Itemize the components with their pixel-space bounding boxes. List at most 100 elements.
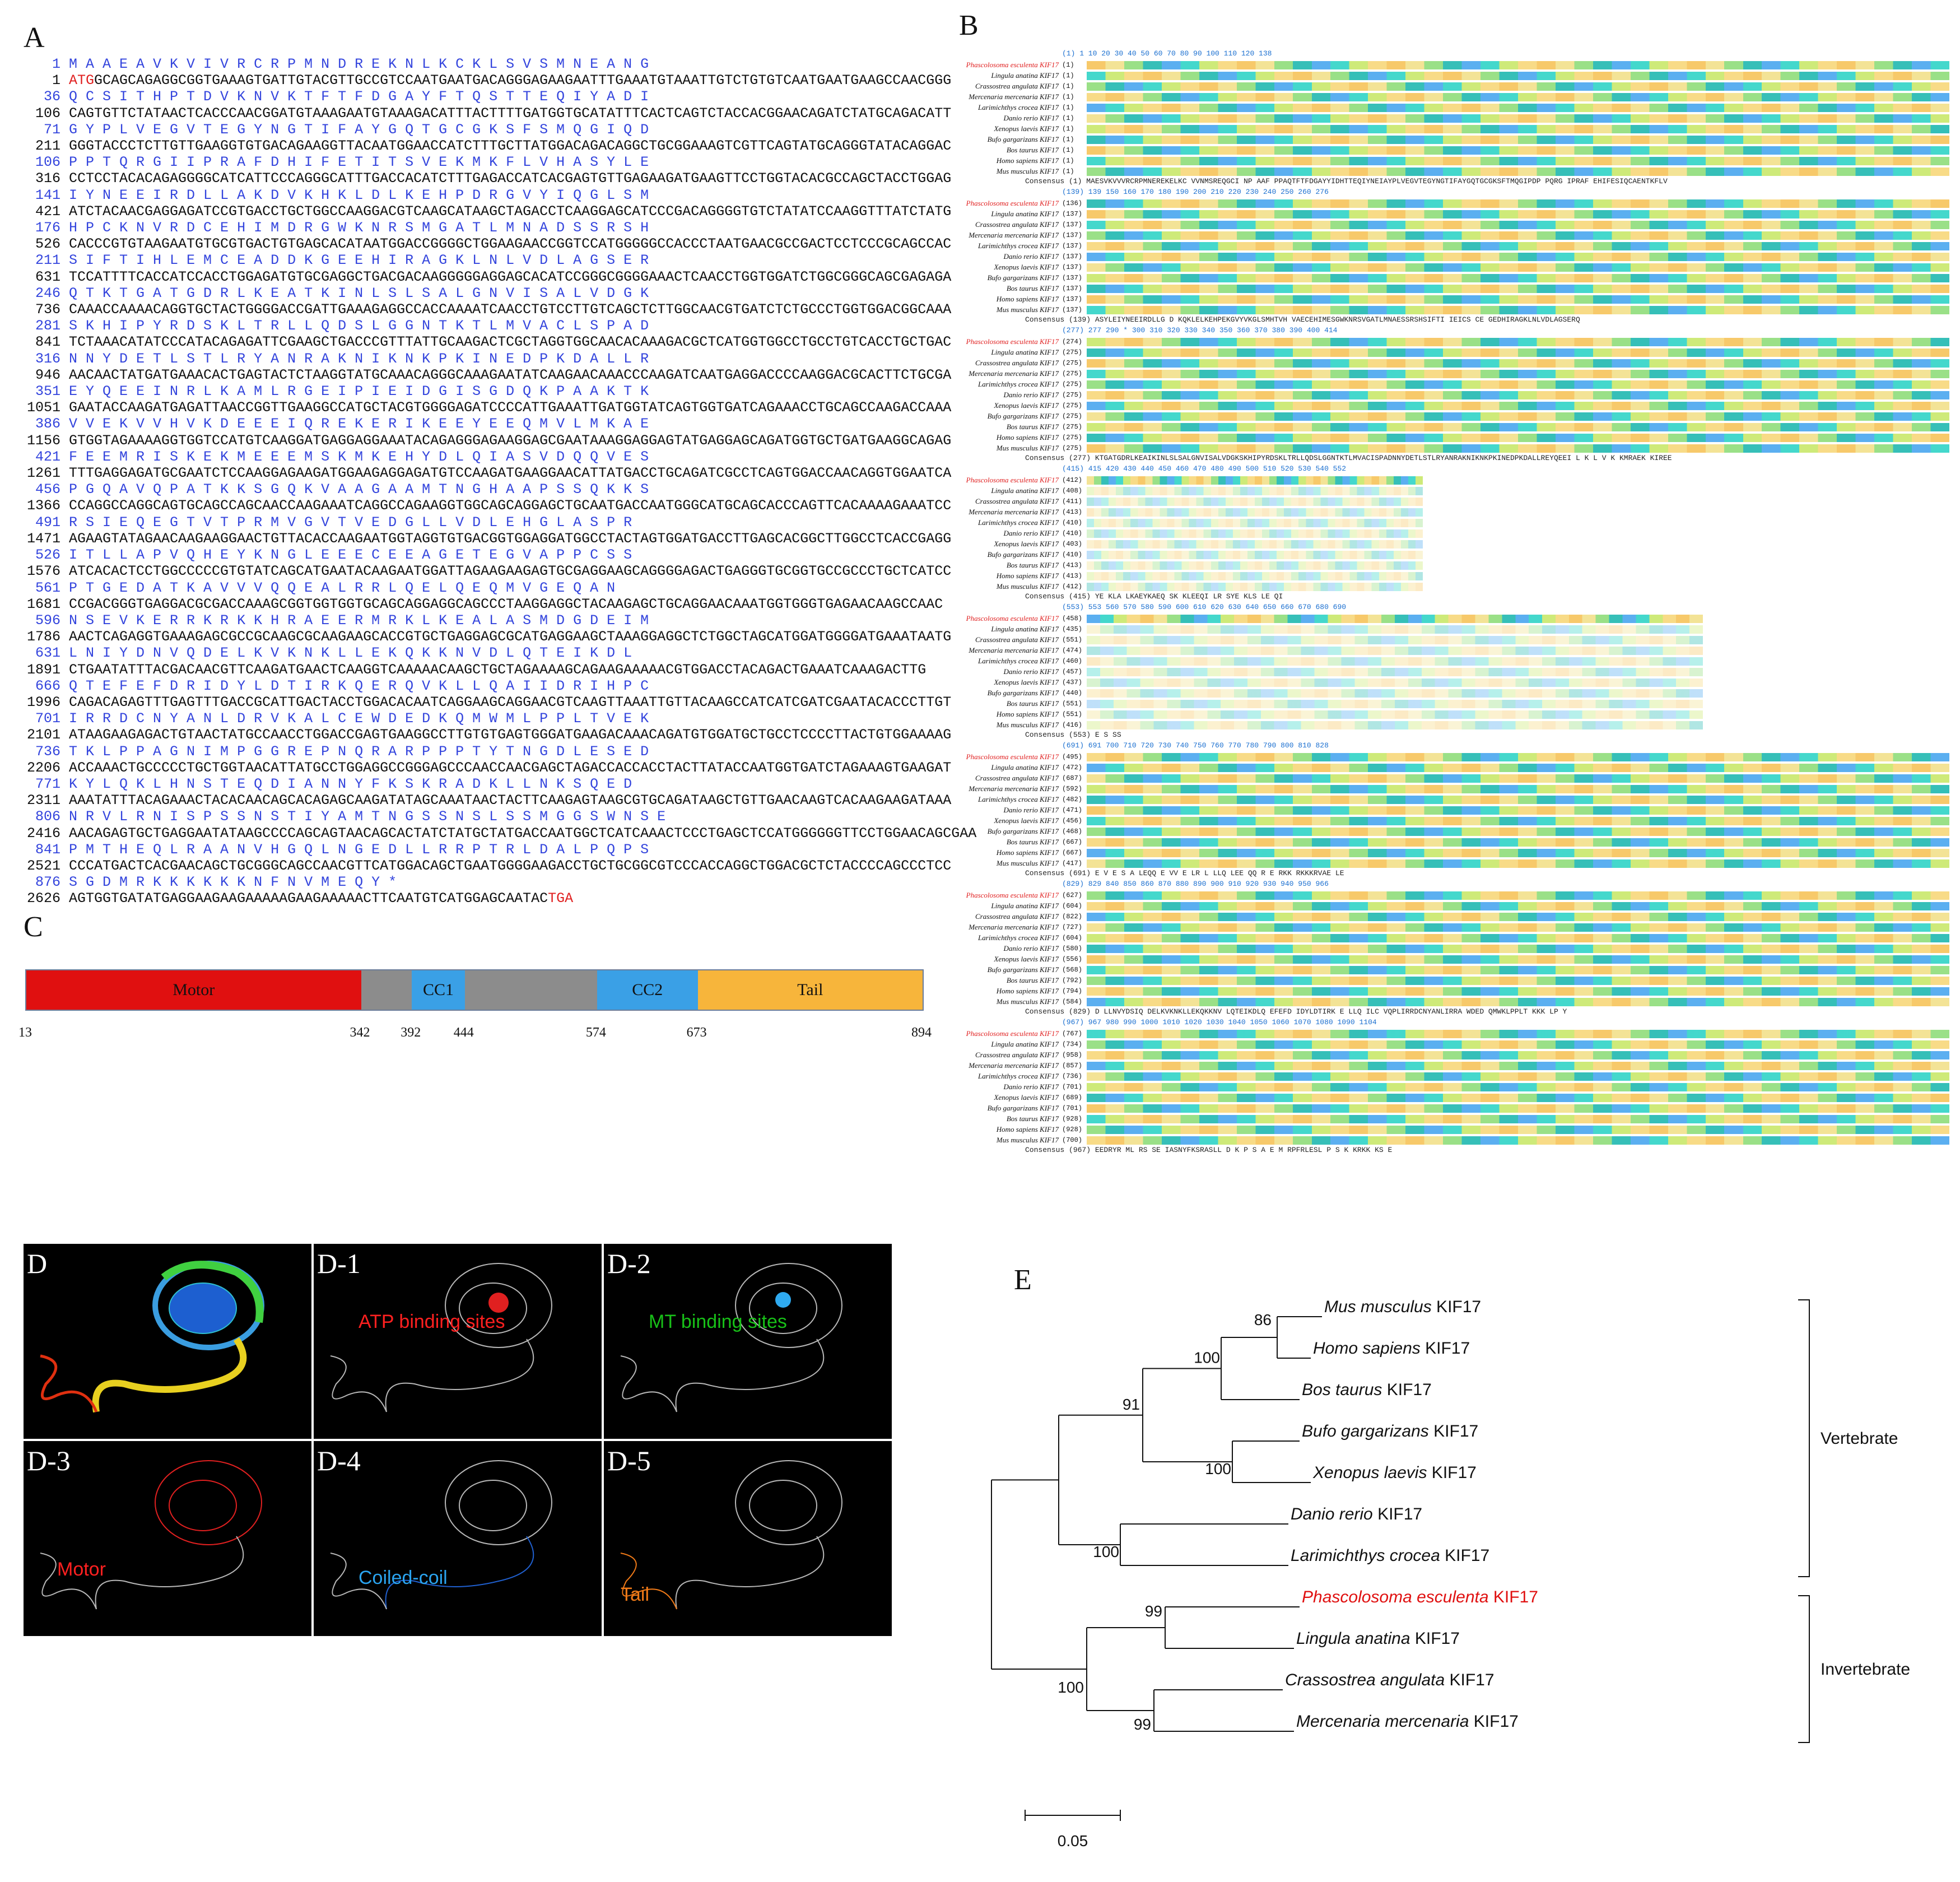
seq-index: 631 bbox=[27, 645, 69, 662]
species-name: Phascolosoma esculenta KIF17 bbox=[966, 891, 1059, 899]
species-name: Xenopus laevis KIF17 bbox=[994, 540, 1059, 548]
consensus-row: Consensus (415) YE KLA LKAEYKAEQ SK KLEE… bbox=[1025, 592, 1283, 601]
sequence-strip bbox=[1087, 721, 1703, 729]
position-ruler: (691) 691 700 710 720 730 740 750 760 77… bbox=[1062, 741, 1329, 750]
coiled-coil-stalk bbox=[675, 1536, 825, 1610]
nucleotide-sequence: CACCCGTGTAAGAATGTGCGTGACTGTGAGCACATAATGG… bbox=[69, 236, 952, 253]
alignment-row: Bos taurus KIF17 (275) bbox=[952, 421, 1955, 433]
nt-row: 946 AACAACTATGATGAAACACTGAGTACTCTAAGGTAT… bbox=[27, 367, 957, 383]
row-start-index: (411) bbox=[1062, 498, 1083, 505]
alignment-row: Bufo gargarizans KIF17 (701) bbox=[952, 1103, 1955, 1114]
coiled-coil-stalk bbox=[385, 1536, 534, 1610]
sequence-strip bbox=[1087, 434, 1949, 442]
seq-index: 666 bbox=[27, 677, 69, 694]
alignment-row: Phascolosoma esculenta KIF17 (1) bbox=[952, 59, 1955, 71]
species-name: Bos taurus KIF17 bbox=[1006, 976, 1059, 984]
species-name: Mercenaria mercenaria KIF17 bbox=[969, 646, 1059, 654]
domain-position-label: 574 bbox=[585, 1025, 606, 1040]
seq-index: 2626 bbox=[27, 890, 69, 907]
alignment-row: Mercenaria mercenaria KIF17 (413) bbox=[952, 506, 1955, 518]
row-start-index: (1) bbox=[1062, 168, 1074, 175]
taxon-genus: Mus musculus bbox=[1324, 1298, 1432, 1316]
taxon-label: Phascolosoma esculenta KIF17 bbox=[1302, 1588, 1538, 1606]
alignment-row: Lingula anatina KIF17 (137) bbox=[952, 208, 1955, 220]
sequence-strip bbox=[1087, 540, 1423, 549]
amino-acid-sequence: N N Y D E T L S T L R Y A N R A K N I K … bbox=[69, 350, 649, 367]
row-start-index: (137) bbox=[1062, 253, 1083, 261]
taxon-genus: Phascolosoma esculenta bbox=[1302, 1588, 1489, 1606]
amino-acid-sequence: Q T E F E F D R I D Y L D T I R K Q E R … bbox=[69, 677, 649, 694]
row-start-index: (1) bbox=[1062, 72, 1074, 80]
taxon-genus: Bos taurus bbox=[1302, 1381, 1382, 1399]
row-start-index: (274) bbox=[1062, 338, 1083, 346]
seq-index: 71 bbox=[27, 121, 69, 138]
sequence-strip bbox=[1087, 263, 1949, 272]
nucleotide-sequence: CCGACGGGTGAGGACGCGACCAAAGCGGTGGTGGTGCAGC… bbox=[69, 596, 943, 612]
species-name: Mercenaria mercenaria KIF17 bbox=[969, 231, 1059, 239]
nt-row: 736 CAAACCAAAACAGGTGCTACTGGGGACCGATTGAAA… bbox=[27, 301, 957, 318]
species-name: Bufo gargarizans KIF17 bbox=[987, 273, 1059, 282]
alignment-row: Mus musculus KIF17 (1) bbox=[952, 166, 1955, 177]
structure-tile: D bbox=[24, 1244, 311, 1439]
alignment-row: Lingula anatina KIF17 (472) bbox=[952, 762, 1955, 773]
species-name: Mus musculus KIF17 bbox=[996, 167, 1059, 175]
aa-row: 211 S I F T I H L E M C E A D D K G E E … bbox=[27, 252, 957, 268]
sequence-strip bbox=[1087, 412, 1949, 421]
nt-row: 1261 TTTGAGGAGATGCGAATCTCCAAGGAGAAGATGGA… bbox=[27, 465, 957, 481]
species-name: Homo sapiens KIF17 bbox=[996, 295, 1059, 303]
species-name: Homo sapiens KIF17 bbox=[996, 710, 1059, 718]
species-name: Crassostrea angulata KIF17 bbox=[975, 359, 1059, 367]
nt-row: 1051 GAATACCAAGATGAGATTAACCGGTTGAAGGCCAT… bbox=[27, 399, 957, 416]
structure-tile-label: D bbox=[27, 1248, 48, 1279]
row-start-index: (568) bbox=[1062, 966, 1083, 974]
alignment-row: Xenopus laevis KIF17 (456) bbox=[952, 815, 1955, 826]
row-start-index: (592) bbox=[1062, 785, 1083, 793]
amino-acid-sequence: F E E M R I S K E K M E E E M S K M K E … bbox=[69, 448, 649, 465]
alignment-row: Mercenaria mercenaria KIF17 (275) bbox=[952, 368, 1955, 379]
alignment-block: (277) 277 290 * 300 310 320 330 340 350 … bbox=[952, 326, 1955, 464]
row-start-index: (413) bbox=[1062, 572, 1083, 580]
alignment-row: Crassostrea angulata KIF17 (958) bbox=[952, 1049, 1955, 1061]
alignment-row: Bos taurus KIF17 (667) bbox=[952, 837, 1955, 848]
species-name: Mercenaria mercenaria KIF17 bbox=[969, 508, 1059, 516]
sequence-strip bbox=[1087, 987, 1949, 996]
nucleotide-sequence: TCCATTTTCACCATCCACCTGGAGATGTGCGAGGCTGACG… bbox=[69, 268, 952, 285]
species-name: Mercenaria mercenaria KIF17 bbox=[969, 784, 1059, 793]
structure-tile: D-3 Motor bbox=[24, 1441, 311, 1636]
nt-row: 2206 ACCAAACTGCCCCCTGCTGGTAACATTATGCCTGG… bbox=[27, 760, 957, 776]
alignment-row: Larimichthys crocea KIF17 (275) bbox=[952, 379, 1955, 390]
species-name: Danio rerio KIF17 bbox=[1003, 1082, 1059, 1091]
domain-linker bbox=[464, 970, 597, 1010]
species-name: Xenopus laevis KIF17 bbox=[994, 1093, 1059, 1102]
species-name: Bufo gargarizans KIF17 bbox=[987, 827, 1059, 835]
alignment-row: Crassostrea angulata KIF17 (551) bbox=[952, 634, 1955, 645]
sequence-strip bbox=[1087, 1094, 1949, 1102]
row-start-index: (468) bbox=[1062, 828, 1083, 835]
tail-segment bbox=[620, 1355, 677, 1412]
species-name: Bos taurus KIF17 bbox=[1006, 284, 1059, 292]
seq-index: 841 bbox=[27, 841, 69, 858]
sequence-strip bbox=[1087, 519, 1423, 527]
panel-label-b: B bbox=[959, 10, 979, 41]
amino-acid-sequence: P G Q A V Q P A T K K S G Q K V A A G A … bbox=[69, 481, 649, 498]
alignment-row: Mercenaria mercenaria KIF17 (727) bbox=[952, 922, 1955, 933]
row-start-index: (627) bbox=[1062, 891, 1083, 899]
sequence-strip bbox=[1087, 274, 1949, 282]
species-name: Homo sapiens KIF17 bbox=[996, 987, 1059, 995]
aa-row: 71 G Y P L V E G V T E G Y N G T I F A Y… bbox=[27, 122, 957, 138]
row-start-index: (275) bbox=[1062, 434, 1083, 442]
species-name: Danio rerio KIF17 bbox=[1003, 252, 1059, 261]
alignment-row: Crassostrea angulata KIF17 (275) bbox=[952, 357, 1955, 369]
sequence-strip bbox=[1087, 423, 1949, 431]
row-start-index: (1) bbox=[1062, 136, 1074, 143]
motor-head bbox=[445, 1460, 552, 1545]
position-ruler: (553) 553 560 570 580 590 600 610 620 63… bbox=[1062, 603, 1347, 611]
motor-head bbox=[735, 1263, 842, 1348]
alignment-row: Bos taurus KIF17 (137) bbox=[952, 283, 1955, 294]
atp-site-marker bbox=[488, 1293, 509, 1313]
species-name: Larimichthys crocea KIF17 bbox=[978, 1072, 1059, 1080]
sequence-strip bbox=[1087, 157, 1949, 165]
motor-core bbox=[749, 1282, 817, 1334]
alignment-row: Xenopus laevis KIF17 (275) bbox=[952, 400, 1955, 411]
amino-acid-sequence: L N I Y D N V Q D E L K V K N K L L E K … bbox=[69, 645, 632, 662]
